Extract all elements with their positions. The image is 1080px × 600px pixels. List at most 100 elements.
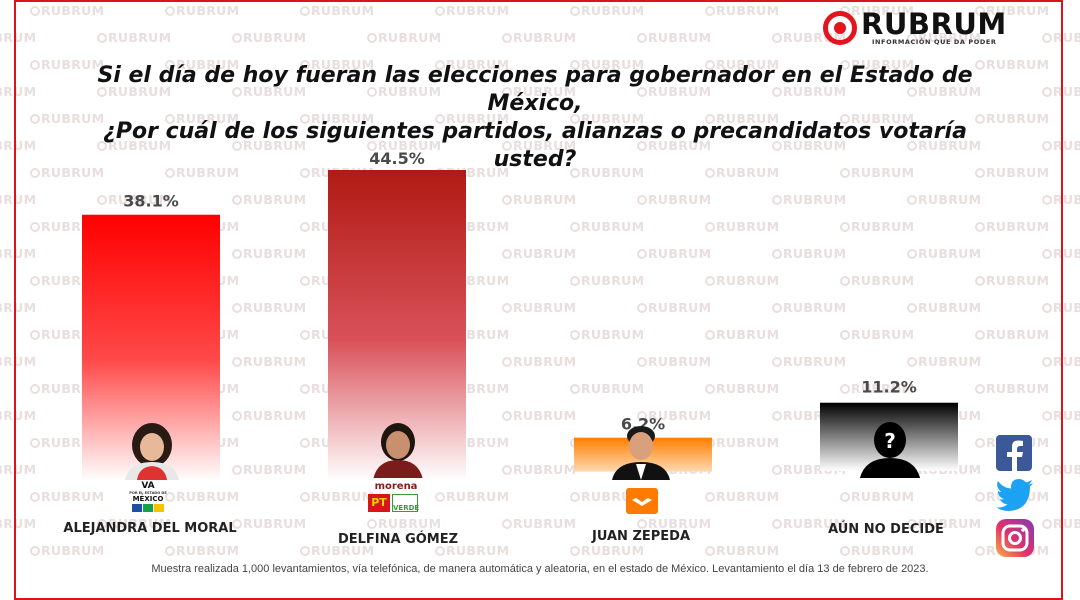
unknown-person-icon: ? <box>859 422 921 478</box>
watermark-text: RUBRUM <box>840 543 914 558</box>
watermark-text: RUBRUM <box>570 3 644 18</box>
watermark-text: RUBRUM <box>570 57 644 72</box>
watermark-text: RUBRUM <box>0 570 36 572</box>
watermark-text: RUBRUM <box>0 300 37 315</box>
watermark-text: RUBRUM <box>705 3 779 18</box>
svg-text:?: ? <box>884 429 896 453</box>
watermark-text: RUBRUM <box>165 489 239 504</box>
title-line-2: ¿Por cuál de los siguientes partidos, al… <box>103 119 967 172</box>
movimiento-ciudadano-logo <box>626 488 658 514</box>
watermark-text: RUBRUM <box>975 327 1049 342</box>
watermark-text: RUBRUM <box>637 516 711 531</box>
watermark-text: RUBRUM <box>0 462 37 477</box>
watermark-text: RUBRUM <box>975 219 1049 234</box>
watermark-text: RUBRUM <box>165 57 239 72</box>
watermark-text: RUBRUM <box>1042 462 1080 477</box>
va-por-mexico-logo: VA POR EL ESTADO DE MÉXICO <box>128 482 168 512</box>
methodology-footnote: Muestra realizada 1,000 levantamientos, … <box>151 563 929 575</box>
person-icon <box>612 426 670 480</box>
watermark-text: RUBRUM <box>1042 138 1080 153</box>
watermark-text: RUBRUM <box>772 300 846 315</box>
watermark-text: RUBRUM <box>97 84 171 99</box>
watermark-text: RUBRUM <box>435 57 509 72</box>
watermark-text: RUBRUM <box>165 543 239 558</box>
rubrum-logo-icon <box>823 11 857 45</box>
watermark-text: RUBRUM <box>502 300 576 315</box>
watermark-text: RUBRUM <box>97 138 171 153</box>
watermark-text: RUBRUM <box>300 57 374 72</box>
watermark-text: RUBRUM <box>840 111 914 126</box>
watermark-text: RUBRUM <box>637 192 711 207</box>
pri-mark <box>143 504 153 512</box>
watermark-text: RUBRUM <box>907 84 981 99</box>
watermark-text: RUBRUM <box>0 408 37 423</box>
coalition-marks: PT VERDE <box>368 494 424 512</box>
watermark-text: RUBRUM <box>367 30 441 45</box>
watermark-text: RUBRUM <box>840 165 914 180</box>
watermark-text: RUBRUM <box>637 84 711 99</box>
person-icon <box>373 423 423 478</box>
watermark-text: RUBRUM <box>840 489 914 504</box>
watermark-text: RUBRUM <box>907 30 981 45</box>
undecided-silhouette: ? <box>855 420 925 478</box>
watermark-text: RUBRUM <box>502 570 576 572</box>
watermark-text: RUBRUM <box>502 462 576 477</box>
facebook-icon[interactable] <box>995 434 1035 472</box>
watermark-text: RUBRUM <box>570 381 644 396</box>
watermark-text: RUBRUM <box>907 354 981 369</box>
value-label-4: 11.2% <box>861 378 917 397</box>
watermark-text: RUBRUM <box>772 570 846 572</box>
watermark-text: RUBRUM <box>232 300 306 315</box>
watermark-text: RUBRUM <box>1042 408 1080 423</box>
watermark-text: RUBRUM <box>0 516 37 531</box>
watermark-text: RUBRUM <box>705 57 779 72</box>
watermark-text: RUBRUM <box>705 543 779 558</box>
watermark-text: RUBRUM <box>97 570 171 572</box>
watermark-text: RUBRUM <box>1042 570 1080 572</box>
watermark-text: RUBRUM <box>907 246 981 261</box>
instagram-icon[interactable] <box>995 518 1035 557</box>
watermark-text: RUBRUM <box>840 57 914 72</box>
watermark-text: RUBRUM <box>232 84 306 99</box>
watermark-text: RUBRUM <box>975 165 1049 180</box>
watermark-text: RUBRUM <box>435 3 509 18</box>
watermark-text: RUBRUM <box>232 192 306 207</box>
watermark-text: RUBRUM <box>907 516 981 531</box>
watermark-text: RUBRUM <box>975 273 1049 288</box>
watermark-text: RUBRUM <box>637 570 711 572</box>
pan-mark <box>132 504 142 512</box>
candidate-photo-delfina <box>363 420 433 478</box>
bar-chart: 38.1%44.5%6.2%11.2% <box>82 149 958 481</box>
watermark-text: RUBRUM <box>705 327 779 342</box>
watermark-text: RUBRUM <box>300 489 374 504</box>
watermark-text: RUBRUM <box>502 354 576 369</box>
watermark-text: RUBRUM <box>772 354 846 369</box>
watermark-text: RUBRUM <box>637 408 711 423</box>
watermark-text: RUBRUM <box>97 30 171 45</box>
category-label-undecided: AÚN NO DECIDE <box>828 522 944 537</box>
verde-mark: VERDE <box>392 494 419 512</box>
watermark-text: RUBRUM <box>705 165 779 180</box>
va-sub-label: POR EL ESTADO DE <box>129 491 167 495</box>
watermark-text: RUBRUM <box>772 192 846 207</box>
watermark-text: RUBRUM <box>30 489 104 504</box>
watermark-text: RUBRUM <box>570 165 644 180</box>
watermark-text: RUBRUM <box>502 192 576 207</box>
morena-label: morena <box>374 481 418 492</box>
watermark-text: RUBRUM <box>570 273 644 288</box>
watermark-text: RUBRUM <box>165 111 239 126</box>
watermark-text: RUBRUM <box>502 30 576 45</box>
twitter-icon[interactable] <box>995 476 1035 514</box>
watermark-text: RUBRUM <box>30 3 104 18</box>
watermark-text: RUBRUM <box>30 543 104 558</box>
watermark-text: RUBRUM <box>300 543 374 558</box>
watermark-text: RUBRUM <box>232 516 306 531</box>
candidate-photo-alejandra <box>117 422 187 480</box>
watermark-text: RUBRUM <box>30 57 104 72</box>
watermark-text: RUBRUM <box>0 246 37 261</box>
watermark-text: RUBRUM <box>232 138 306 153</box>
watermark-text: RUBRUM <box>907 300 981 315</box>
category-label-delfina: DELFINA GÓMEZ <box>337 532 459 547</box>
watermark-text: RUBRUM <box>570 111 644 126</box>
watermark-text: RUBRUM <box>367 570 441 572</box>
